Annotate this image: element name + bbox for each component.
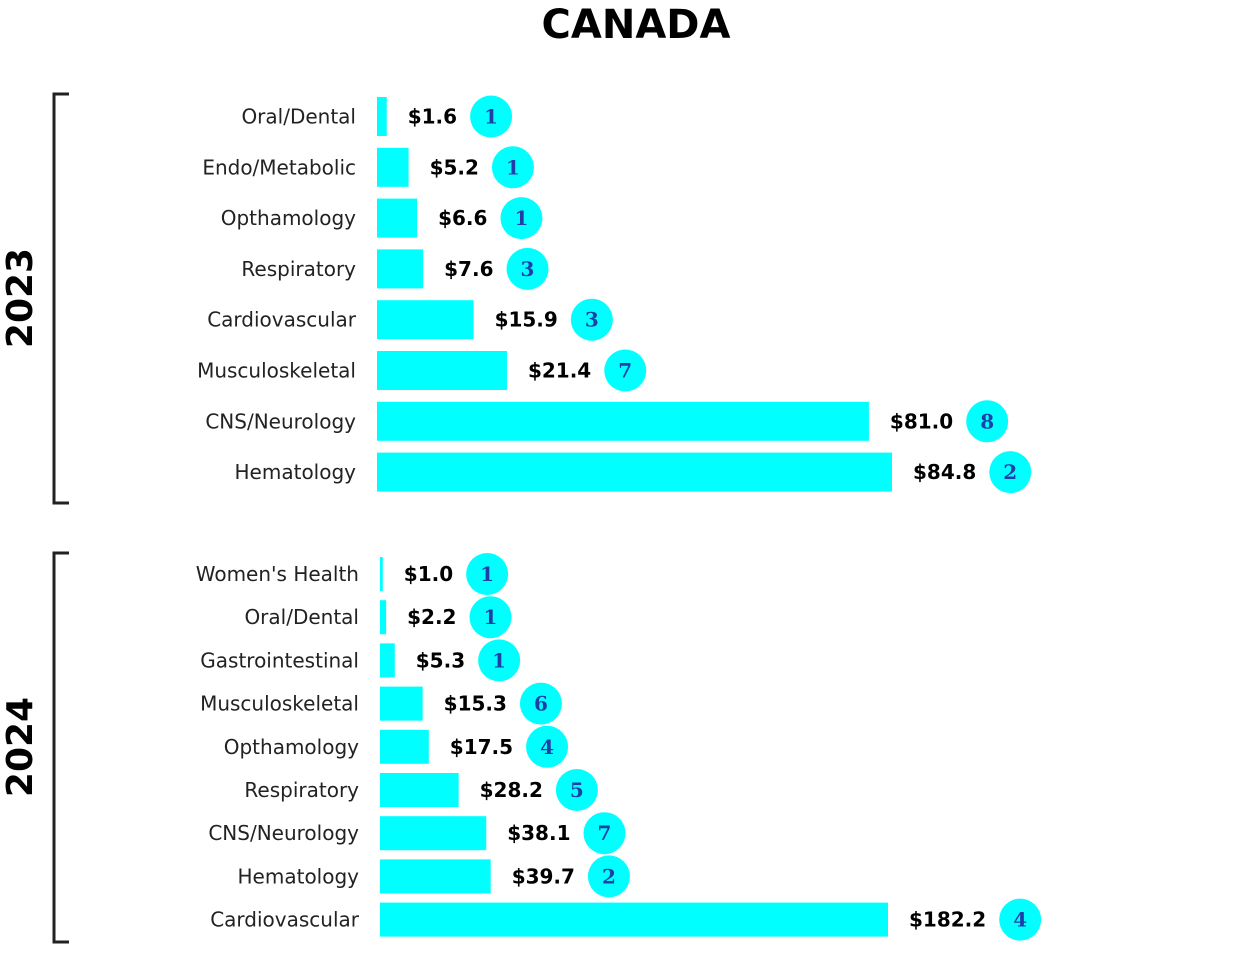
category-label-2023-musculoskeletal: Musculoskeletal: [197, 359, 356, 383]
category-label-2024-oral-dental: Oral/Dental: [244, 605, 359, 629]
category-label-2024-opthamology: Opthamology: [224, 735, 359, 759]
category-label-2023-oral-dental: Oral/Dental: [241, 105, 356, 129]
bar-2023-musculoskeletal: [377, 351, 507, 390]
value-label-2023-cns-neurology: $81.0: [890, 409, 953, 433]
bar-2024-cardiovascular: [380, 902, 888, 937]
bar-2024-cns-neurology: [380, 816, 487, 851]
count-badge-2023-cns-neurology: [966, 400, 1009, 443]
count-badge-2024-respiratory: [555, 769, 598, 811]
count-badge-2024-cns-neurology: [583, 812, 626, 855]
value-label-2023-cardiovascular: $15.9: [495, 308, 558, 332]
group-2023: 2023 Oral/Dental $1.6 1 Endo/Metabolic $5.2 1…: [0, 92, 1032, 505]
bar-2024-opthamology: [380, 729, 429, 764]
value-label-2023-musculoskeletal: $21.4: [528, 359, 591, 383]
value-label-2024-women-s-health: $1.0: [404, 562, 453, 586]
count-badge-2023-respiratory: [506, 247, 549, 290]
bar-2024-respiratory: [380, 773, 459, 807]
count-label-2023-oral-dental: 1: [484, 105, 498, 129]
category-label-2023-endo-metabolic: Endo/Metabolic: [202, 155, 356, 179]
bar-2023-oral-dental: [377, 97, 387, 136]
count-label-2024-gastrointestinal: 1: [492, 648, 506, 672]
bar-2023-cns-neurology: [377, 401, 869, 441]
count-label-2024-cns-neurology: 7: [598, 821, 612, 845]
bar-2023-cardiovascular: [377, 300, 474, 340]
group-bracket-2023: [52, 92, 69, 505]
count-badge-2023-hematology: [989, 451, 1032, 494]
bar-2023-endo-metabolic: [377, 147, 409, 187]
count-badge-2023-oral-dental: [470, 95, 513, 138]
chart-title: CANADA: [542, 2, 731, 48]
count-label-2023-cardiovascular: 3: [585, 308, 599, 332]
bar-2024-musculoskeletal: [380, 686, 423, 721]
count-label-2024-musculoskeletal: 6: [534, 692, 548, 716]
count-badge-2023-cardiovascular: [570, 298, 613, 341]
category-label-2024-women-s-health: Women's Health: [196, 562, 359, 586]
count-label-2023-respiratory: 3: [521, 257, 535, 281]
bar-2023-respiratory: [377, 249, 424, 289]
value-label-2024-oral-dental: $2.2: [407, 605, 456, 629]
count-label-2024-respiratory: 5: [570, 778, 584, 802]
category-label-2024-cns-neurology: CNS/Neurology: [208, 821, 359, 845]
count-label-2023-musculoskeletal: 7: [618, 359, 632, 383]
category-label-2023-opthamology: Opthamology: [221, 206, 356, 230]
bar-2023-hematology: [377, 452, 892, 492]
category-label-2023-hematology: Hematology: [235, 460, 357, 484]
count-badge-2023-musculoskeletal: [604, 349, 647, 392]
count-label-2024-hematology: 2: [602, 864, 616, 888]
value-label-2024-hematology: $39.7: [512, 864, 575, 888]
bar-2024-gastrointestinal: [380, 643, 395, 678]
count-label-2024-oral-dental: 1: [484, 605, 498, 629]
count-badge-2024-musculoskeletal: [519, 682, 562, 725]
count-badge-2024-oral-dental: [469, 596, 512, 639]
count-label-2024-women-s-health: 1: [480, 562, 494, 586]
count-badge-2024-hematology: [587, 855, 630, 898]
category-label-2024-respiratory: Respiratory: [244, 778, 359, 802]
count-label-2023-cns-neurology: 8: [980, 409, 994, 433]
count-badge-2024-opthamology: [526, 725, 569, 768]
group-bracket-2024: [52, 551, 69, 944]
value-label-2024-cns-neurology: $38.1: [507, 821, 570, 845]
count-label-2023-opthamology: 1: [514, 206, 528, 230]
value-label-2024-respiratory: $28.2: [480, 778, 543, 802]
count-badge-2023-opthamology: [500, 197, 543, 240]
category-label-2024-musculoskeletal: Musculoskeletal: [200, 692, 359, 716]
category-label-2023-cns-neurology: CNS/Neurology: [205, 409, 356, 433]
bar-2024-oral-dental: [380, 600, 387, 635]
category-label-2023-cardiovascular: Cardiovascular: [207, 308, 357, 332]
value-label-2023-oral-dental: $1.6: [408, 105, 457, 129]
bar-2024-women-s-health: [380, 557, 383, 591]
value-label-2023-hematology: $84.8: [913, 460, 976, 484]
value-label-2024-gastrointestinal: $5.3: [416, 648, 465, 672]
count-badge-2024-gastrointestinal: [478, 639, 521, 682]
group-2024: 2024 Women's Health $1.0 1 Oral/Dental $2.2 1…: [0, 551, 1042, 944]
bar-2023-opthamology: [377, 198, 418, 238]
category-label-2023-respiratory: Respiratory: [241, 257, 356, 281]
value-label-2023-respiratory: $7.6: [444, 257, 493, 281]
category-label-2024-cardiovascular: Cardiovascular: [210, 908, 360, 932]
count-label-2024-opthamology: 4: [540, 735, 554, 759]
bar-2024-hematology: [380, 859, 491, 894]
count-label-2024-cardiovascular: 4: [1013, 908, 1027, 932]
count-badge-2023-endo-metabolic: [491, 146, 534, 189]
value-label-2024-cardiovascular: $182.2: [909, 908, 986, 932]
count-label-2023-endo-metabolic: 1: [506, 155, 520, 179]
value-label-2024-opthamology: $17.5: [450, 735, 513, 759]
count-badge-2024-cardiovascular: [999, 898, 1042, 941]
group-label-2023: 2023: [0, 248, 41, 348]
value-label-2023-endo-metabolic: $5.2: [430, 155, 479, 179]
value-label-2023-opthamology: $6.6: [438, 206, 487, 230]
category-label-2024-hematology: Hematology: [238, 864, 360, 888]
category-label-2024-gastrointestinal: Gastrointestinal: [200, 648, 359, 672]
value-label-2024-musculoskeletal: $15.3: [444, 692, 507, 716]
group-label-2024: 2024: [0, 697, 41, 797]
count-badge-2024-women-s-health: [466, 553, 509, 595]
count-label-2023-hematology: 2: [1003, 460, 1017, 484]
